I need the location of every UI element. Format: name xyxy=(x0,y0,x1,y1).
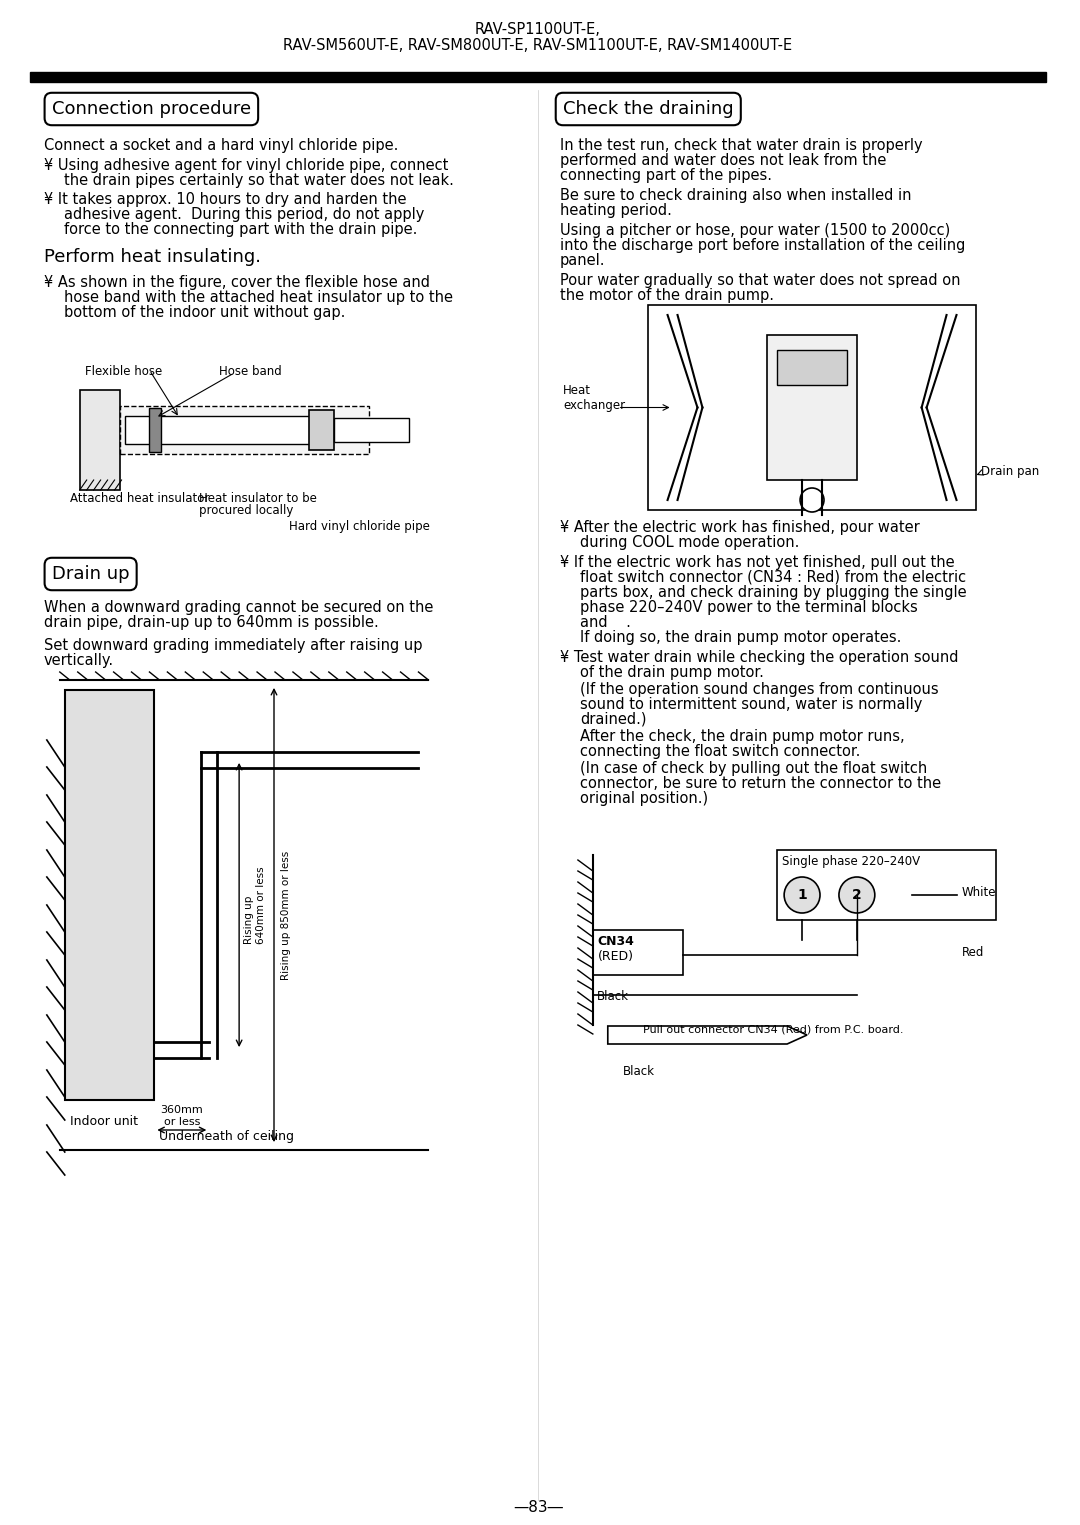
Bar xyxy=(648,305,976,509)
Text: Red: Red xyxy=(961,947,984,959)
Text: CN34: CN34 xyxy=(598,935,635,949)
Bar xyxy=(65,689,154,1100)
Text: the motor of the drain pump.: the motor of the drain pump. xyxy=(559,288,774,303)
Text: hose band with the attached heat insulator up to the: hose band with the attached heat insulat… xyxy=(64,290,453,305)
Text: (RED): (RED) xyxy=(598,950,634,962)
Text: connecting part of the pipes.: connecting part of the pipes. xyxy=(559,168,772,183)
Text: After the check, the drain pump motor runs,: After the check, the drain pump motor ru… xyxy=(580,729,905,744)
Text: Check the draining: Check the draining xyxy=(563,101,733,117)
Text: RAV-SM560UT-E, RAV-SM800UT-E, RAV-SM1100UT-E, RAV-SM1400UT-E: RAV-SM560UT-E, RAV-SM800UT-E, RAV-SM1100… xyxy=(283,38,793,53)
Text: Attached heat insulator: Attached heat insulator xyxy=(70,493,210,505)
Bar xyxy=(778,351,847,384)
Text: ¥ Test water drain while checking the operation sound: ¥ Test water drain while checking the op… xyxy=(559,650,958,665)
Text: Using a pitcher or hose, pour water (1500 to 2000cc): Using a pitcher or hose, pour water (150… xyxy=(559,223,950,238)
Text: Connect a socket and a hard vinyl chloride pipe.: Connect a socket and a hard vinyl chlori… xyxy=(44,137,399,152)
Bar xyxy=(767,336,856,480)
Text: Rising up 850mm or less: Rising up 850mm or less xyxy=(281,851,291,979)
Text: adhesive agent.  During this period, do not apply: adhesive agent. During this period, do n… xyxy=(64,207,424,223)
Text: phase 220–240V power to the terminal blocks: phase 220–240V power to the terminal blo… xyxy=(580,599,918,615)
Text: Flexible hose: Flexible hose xyxy=(84,364,162,378)
Text: Rising up
640mm or less: Rising up 640mm or less xyxy=(244,866,266,944)
Text: —83―: —83― xyxy=(513,1501,563,1514)
Text: Pull out connector CN34 (Red) from P.C. board.: Pull out connector CN34 (Red) from P.C. … xyxy=(643,1025,903,1035)
Text: Indoor unit: Indoor unit xyxy=(70,1115,138,1128)
Text: (If the operation sound changes from continuous: (If the operation sound changes from con… xyxy=(580,682,939,697)
Text: connecting the float switch connector.: connecting the float switch connector. xyxy=(580,744,861,759)
Circle shape xyxy=(784,877,820,913)
Text: Connection procedure: Connection procedure xyxy=(52,101,251,117)
Text: 1: 1 xyxy=(797,888,807,901)
Bar xyxy=(778,849,997,920)
Text: Set downward grading immediately after raising up: Set downward grading immediately after r… xyxy=(44,637,422,653)
Text: drained.): drained.) xyxy=(580,712,647,727)
Text: Drain up: Drain up xyxy=(52,564,130,583)
Text: 360mm
or less: 360mm or less xyxy=(161,1106,203,1127)
FancyArrow shape xyxy=(608,1026,807,1045)
Text: If doing so, the drain pump motor operates.: If doing so, the drain pump motor operat… xyxy=(580,630,901,645)
Text: bottom of the indoor unit without gap.: bottom of the indoor unit without gap. xyxy=(64,305,346,320)
Bar xyxy=(30,72,1047,82)
Text: and    .: and . xyxy=(580,615,631,630)
Circle shape xyxy=(839,877,875,913)
Text: ¥ It takes approx. 10 hours to dry and harden the: ¥ It takes approx. 10 hours to dry and h… xyxy=(44,192,406,207)
Text: Pour water gradually so that water does not spread on: Pour water gradually so that water does … xyxy=(559,273,960,288)
Text: Single phase 220–240V: Single phase 220–240V xyxy=(782,856,920,868)
Text: Hard vinyl chloride pipe: Hard vinyl chloride pipe xyxy=(289,520,430,534)
Text: heating period.: heating period. xyxy=(559,203,672,218)
Bar xyxy=(124,416,314,444)
Text: ¥ As shown in the figure, cover the flexible hose and: ¥ As shown in the figure, cover the flex… xyxy=(44,274,430,290)
Text: Black: Black xyxy=(623,1064,654,1078)
Bar xyxy=(309,410,334,450)
Text: 2: 2 xyxy=(852,888,862,901)
Text: during COOL mode operation.: during COOL mode operation. xyxy=(580,535,799,551)
Bar xyxy=(120,406,368,454)
Text: drain pipe, drain-up up to 640mm is possible.: drain pipe, drain-up up to 640mm is poss… xyxy=(44,615,379,630)
Text: Heat
exchanger: Heat exchanger xyxy=(563,383,625,412)
Text: performed and water does not leak from the: performed and water does not leak from t… xyxy=(559,152,887,168)
Text: Drain pan: Drain pan xyxy=(982,465,1040,477)
Text: ¥ Using adhesive agent for vinyl chloride pipe, connect: ¥ Using adhesive agent for vinyl chlorid… xyxy=(44,159,448,172)
Text: into the discharge port before installation of the ceiling: into the discharge port before installat… xyxy=(559,238,966,253)
Text: connector, be sure to return the connector to the: connector, be sure to return the connect… xyxy=(580,776,941,791)
Text: White: White xyxy=(961,886,996,900)
Text: In the test run, check that water drain is properly: In the test run, check that water drain … xyxy=(559,137,922,152)
Bar xyxy=(149,409,161,451)
Text: panel.: panel. xyxy=(559,253,606,268)
Text: sound to intermittent sound, water is normally: sound to intermittent sound, water is no… xyxy=(580,697,922,712)
Text: RAV-SP1100UT-E,: RAV-SP1100UT-E, xyxy=(475,21,600,37)
Text: Hose band: Hose band xyxy=(219,364,282,378)
Text: float switch connector (CN34 : Red) from the electric: float switch connector (CN34 : Red) from… xyxy=(580,570,966,586)
Text: Black: Black xyxy=(597,990,629,1003)
Text: parts box, and check draining by plugging the single: parts box, and check draining by pluggin… xyxy=(580,586,967,599)
Text: the drain pipes certainly so that water does not leak.: the drain pipes certainly so that water … xyxy=(64,172,454,188)
Text: of the drain pump motor.: of the drain pump motor. xyxy=(580,665,764,680)
Text: Be sure to check draining also when installed in: Be sure to check draining also when inst… xyxy=(559,188,912,203)
Bar xyxy=(593,930,683,974)
Bar xyxy=(334,418,408,442)
Text: (In case of check by pulling out the float switch: (In case of check by pulling out the flo… xyxy=(580,761,927,776)
Text: Perform heat insulating.: Perform heat insulating. xyxy=(44,249,261,265)
Text: procured locally: procured locally xyxy=(200,503,294,517)
Text: original position.): original position.) xyxy=(580,791,708,807)
Text: vertically.: vertically. xyxy=(44,653,114,668)
Text: force to the connecting part with the drain pipe.: force to the connecting part with the dr… xyxy=(64,223,417,236)
Text: When a downward grading cannot be secured on the: When a downward grading cannot be secure… xyxy=(44,599,433,615)
Bar xyxy=(80,390,120,490)
Text: Underneath of ceiling: Underneath of ceiling xyxy=(160,1130,295,1144)
Text: ¥ After the electric work has finished, pour water: ¥ After the electric work has finished, … xyxy=(559,520,920,535)
Text: Heat insulator to be: Heat insulator to be xyxy=(200,493,318,505)
Text: ¥ If the electric work has not yet finished, pull out the: ¥ If the electric work has not yet finis… xyxy=(559,555,955,570)
Circle shape xyxy=(800,488,824,512)
